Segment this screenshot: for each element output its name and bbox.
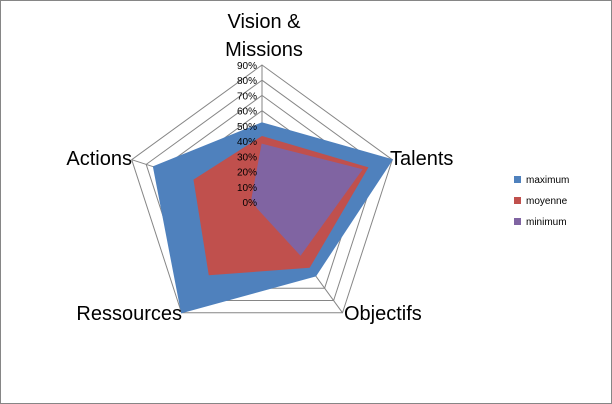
tick-label: 80%	[237, 76, 257, 87]
tick-label: 50%	[237, 122, 257, 133]
radar-category-labels: Vision & Missions Talents Objectifs Ressourc…	[66, 11, 453, 325]
category-label: Objectifs	[344, 303, 422, 325]
tick-label: 40%	[237, 137, 257, 148]
category-label: Vision & Missions	[225, 11, 303, 61]
tick-label: 30%	[237, 152, 257, 163]
radar-tick-labels: 0% 10% 20% 30% 40% 50% 60% 70% 80% 90%	[237, 61, 257, 209]
chart-legend: maximum moyenne minimum	[514, 175, 569, 228]
tick-label: 0%	[243, 198, 258, 209]
series-area-minimum	[251, 143, 363, 256]
tick-label: 70%	[237, 91, 257, 102]
category-label: Actions	[66, 148, 132, 170]
legend-label-moyenne: moyenne	[526, 196, 568, 207]
tick-label: 20%	[237, 168, 257, 179]
legend-label-minimum: minimum	[526, 217, 567, 228]
tick-label: 60%	[237, 107, 257, 118]
grid-ring-90	[131, 64, 393, 314]
legend-swatch-maximum	[514, 176, 521, 183]
tick-label: 90%	[237, 61, 257, 72]
radar-series	[152, 122, 394, 314]
legend-swatch-moyenne	[514, 197, 521, 204]
category-label: Ressources	[76, 303, 182, 325]
legend-label-maximum: maximum	[526, 175, 569, 186]
tick-label: 10%	[237, 183, 257, 194]
legend-swatch-minimum	[514, 218, 521, 225]
category-label: Talents	[390, 148, 453, 170]
